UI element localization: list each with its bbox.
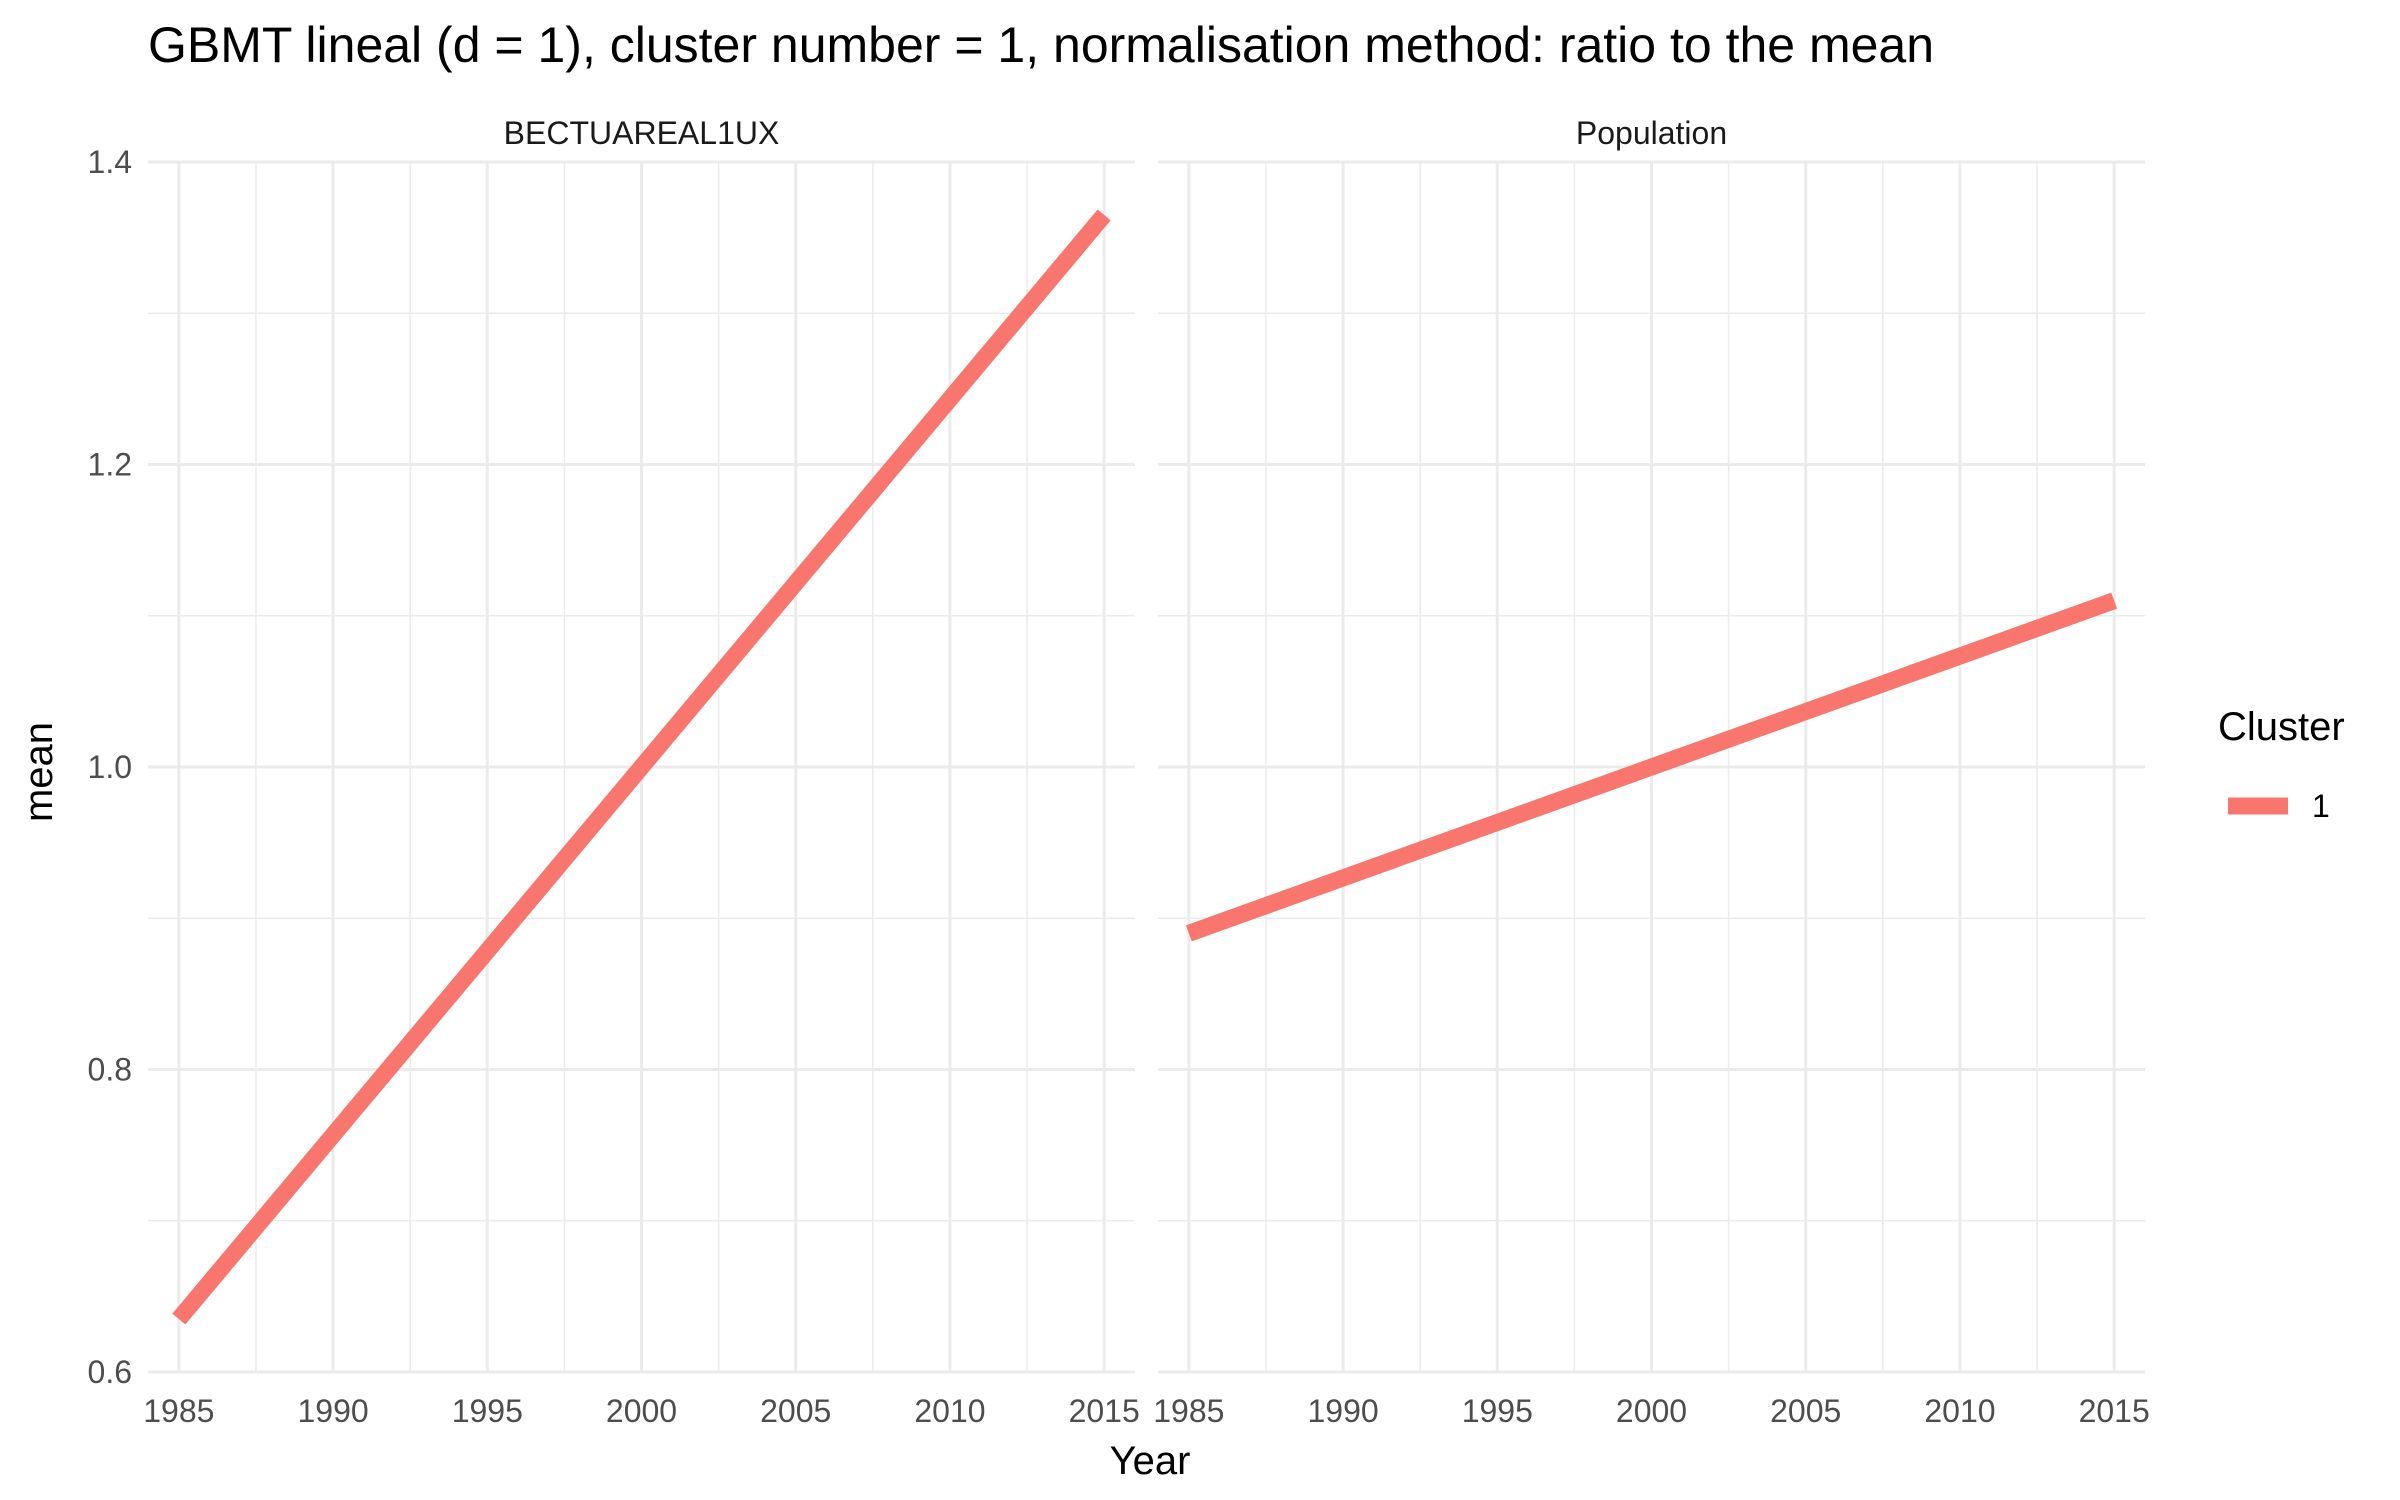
x-tick-label: 2015 xyxy=(1069,1393,1140,1429)
x-tick-label: 1995 xyxy=(1462,1393,1533,1429)
x-tick-label: 2000 xyxy=(1616,1393,1687,1429)
panel-1: BECTUAREAL1UX 1985 1990 1995 2000 2005 2010 201… xyxy=(88,115,1140,1429)
series-line-cluster-1 xyxy=(172,209,1111,1325)
x-tick-label: 2010 xyxy=(914,1393,985,1429)
x-tick-label: 1985 xyxy=(143,1393,214,1429)
y-axis-title: mean xyxy=(17,722,61,822)
x-tick-label: 1990 xyxy=(1307,1393,1378,1429)
x-tick-label: 2005 xyxy=(1770,1393,1841,1429)
facet-strip-label: BECTUAREAL1UX xyxy=(504,115,780,151)
x-tick-label: 1995 xyxy=(452,1393,523,1429)
x-axis-title: Year xyxy=(1110,1439,1191,1483)
y-tick-label: 1.2 xyxy=(88,447,132,483)
facet-strip-label: Population xyxy=(1576,115,1727,151)
y-tick-label: 0.8 xyxy=(88,1052,132,1088)
x-tick-label: 2000 xyxy=(606,1393,677,1429)
x-tick-label: 2010 xyxy=(1924,1393,1995,1429)
chart-title: GBMT lineal (d = 1), cluster number = 1,… xyxy=(148,17,1934,73)
series-line-cluster-1 xyxy=(1185,592,2118,942)
x-tick-label: 1985 xyxy=(1153,1393,1224,1429)
facet-panels: BECTUAREAL1UX 1985 1990 1995 2000 2005 2010 201… xyxy=(88,115,2150,1429)
y-tick-label: 1.4 xyxy=(88,144,132,180)
y-tick-label: 0.6 xyxy=(88,1354,132,1390)
x-tick-label: 2005 xyxy=(760,1393,831,1429)
legend-entry-label: 1 xyxy=(2312,788,2330,824)
y-tick-label: 1.0 xyxy=(88,749,132,785)
x-tick-label: 1990 xyxy=(297,1393,368,1429)
legend-title: Cluster xyxy=(2218,705,2345,749)
legend: Cluster 1 xyxy=(2218,705,2345,824)
x-tick-label: 2015 xyxy=(2079,1393,2150,1429)
panel-2: Population 1985 1990 1995 2000 2005 2010 2015 xyxy=(1153,115,2150,1429)
